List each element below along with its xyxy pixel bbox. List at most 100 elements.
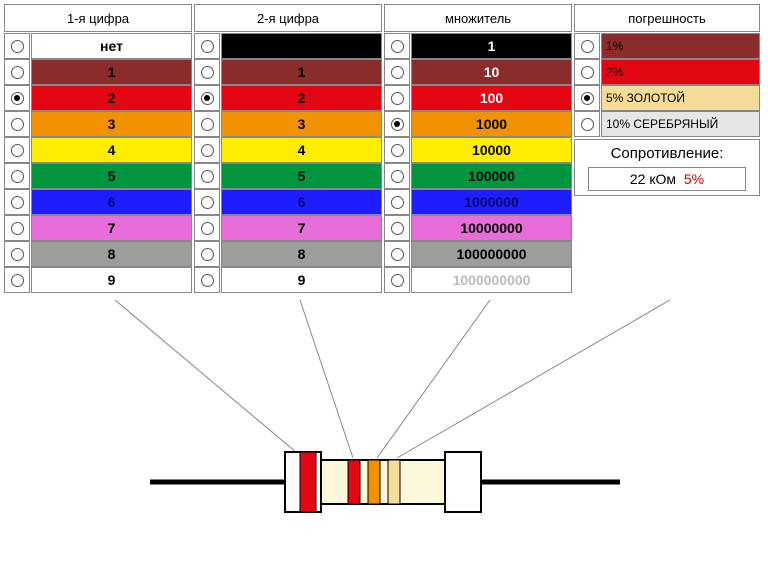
radio-icon[interactable] (201, 248, 214, 261)
radio-icon[interactable] (11, 222, 24, 235)
digit2-row-9[interactable]: 9 (194, 267, 382, 293)
value-cell[interactable]: 1 (411, 33, 572, 59)
radio-cell[interactable] (574, 59, 600, 85)
radio-cell[interactable] (4, 33, 30, 59)
value-cell[interactable]: 4 (31, 137, 192, 163)
value-cell[interactable]: 2 (221, 85, 382, 111)
radio-icon[interactable] (391, 170, 404, 183)
radio-icon[interactable] (391, 274, 404, 287)
radio-icon[interactable] (391, 144, 404, 157)
radio-icon[interactable] (581, 66, 594, 79)
value-cell[interactable]: 4 (221, 137, 382, 163)
multiplier-row-4[interactable]: 10000 (384, 137, 572, 163)
tolerance-row-1[interactable]: 2% (574, 59, 760, 85)
radio-icon[interactable] (391, 40, 404, 53)
value-cell[interactable]: 100000 (411, 163, 572, 189)
radio-icon[interactable] (201, 66, 214, 79)
digit2-row-4[interactable]: 4 (194, 137, 382, 163)
radio-cell[interactable] (574, 85, 600, 111)
value-cell[interactable] (221, 33, 382, 59)
radio-cell[interactable] (4, 241, 30, 267)
radio-icon[interactable] (201, 222, 214, 235)
value-cell[interactable]: 7 (221, 215, 382, 241)
value-cell[interactable]: 6 (221, 189, 382, 215)
value-cell[interactable]: 2 (31, 85, 192, 111)
radio-icon[interactable] (391, 248, 404, 261)
value-cell[interactable]: 10% СЕРЕБРЯНЫЙ (601, 111, 760, 137)
radio-icon[interactable] (581, 40, 594, 53)
digit2-row-5[interactable]: 5 (194, 163, 382, 189)
multiplier-row-9[interactable]: 1000000000 (384, 267, 572, 293)
radio-cell[interactable] (194, 111, 220, 137)
radio-cell[interactable] (4, 85, 30, 111)
tolerance-row-0[interactable]: 1% (574, 33, 760, 59)
multiplier-row-6[interactable]: 1000000 (384, 189, 572, 215)
radio-icon[interactable] (201, 274, 214, 287)
multiplier-row-0[interactable]: 1 (384, 33, 572, 59)
value-cell[interactable]: 8 (31, 241, 192, 267)
tolerance-row-2[interactable]: 5% ЗОЛОТОЙ (574, 85, 760, 111)
radio-icon[interactable] (201, 118, 214, 131)
radio-cell[interactable] (384, 33, 410, 59)
value-cell[interactable]: 1 (221, 59, 382, 85)
radio-icon[interactable] (391, 222, 404, 235)
radio-cell[interactable] (4, 215, 30, 241)
value-cell[interactable]: 100 (411, 85, 572, 111)
radio-icon[interactable] (201, 92, 214, 105)
value-cell[interactable]: 10 (411, 59, 572, 85)
radio-cell[interactable] (194, 163, 220, 189)
value-cell[interactable]: 100000000 (411, 241, 572, 267)
tolerance-row-3[interactable]: 10% СЕРЕБРЯНЫЙ (574, 111, 760, 137)
radio-icon[interactable] (11, 92, 24, 105)
multiplier-row-7[interactable]: 10000000 (384, 215, 572, 241)
radio-cell[interactable] (384, 189, 410, 215)
digit1-row-4[interactable]: 4 (4, 137, 192, 163)
radio-cell[interactable] (194, 241, 220, 267)
radio-icon[interactable] (581, 118, 594, 131)
radio-cell[interactable] (384, 59, 410, 85)
radio-icon[interactable] (581, 92, 594, 105)
digit2-row-1[interactable]: 1 (194, 59, 382, 85)
radio-cell[interactable] (384, 241, 410, 267)
radio-cell[interactable] (384, 137, 410, 163)
radio-cell[interactable] (4, 163, 30, 189)
digit2-row-8[interactable]: 8 (194, 241, 382, 267)
digit1-row-8[interactable]: 8 (4, 241, 192, 267)
multiplier-row-2[interactable]: 100 (384, 85, 572, 111)
radio-cell[interactable] (194, 215, 220, 241)
digit1-row-7[interactable]: 7 (4, 215, 192, 241)
value-cell[interactable]: 9 (221, 267, 382, 293)
radio-icon[interactable] (11, 248, 24, 261)
value-cell[interactable]: 7 (31, 215, 192, 241)
radio-icon[interactable] (201, 40, 214, 53)
value-cell[interactable]: 5% ЗОЛОТОЙ (601, 85, 760, 111)
value-cell[interactable]: 1% (601, 33, 760, 59)
value-cell[interactable]: 5 (31, 163, 192, 189)
radio-icon[interactable] (201, 144, 214, 157)
multiplier-row-5[interactable]: 100000 (384, 163, 572, 189)
radio-cell[interactable] (4, 59, 30, 85)
radio-cell[interactable] (194, 59, 220, 85)
value-cell[interactable]: 8 (221, 241, 382, 267)
value-cell[interactable]: 5 (221, 163, 382, 189)
digit2-row-7[interactable]: 7 (194, 215, 382, 241)
radio-icon[interactable] (11, 40, 24, 53)
value-cell[interactable]: 1000 (411, 111, 572, 137)
value-cell[interactable]: 10000000 (411, 215, 572, 241)
value-cell[interactable]: 2% (601, 59, 760, 85)
radio-icon[interactable] (201, 170, 214, 183)
radio-cell[interactable] (384, 163, 410, 189)
radio-icon[interactable] (201, 196, 214, 209)
radio-cell[interactable] (194, 189, 220, 215)
digit1-row-5[interactable]: 5 (4, 163, 192, 189)
digit1-row-9[interactable]: 9 (4, 267, 192, 293)
radio-icon[interactable] (11, 66, 24, 79)
radio-cell[interactable] (194, 267, 220, 293)
value-cell[interactable]: 3 (31, 111, 192, 137)
radio-cell[interactable] (4, 267, 30, 293)
value-cell[interactable]: 10000 (411, 137, 572, 163)
radio-cell[interactable] (4, 137, 30, 163)
radio-icon[interactable] (11, 118, 24, 131)
radio-cell[interactable] (384, 215, 410, 241)
value-cell[interactable]: 6 (31, 189, 192, 215)
